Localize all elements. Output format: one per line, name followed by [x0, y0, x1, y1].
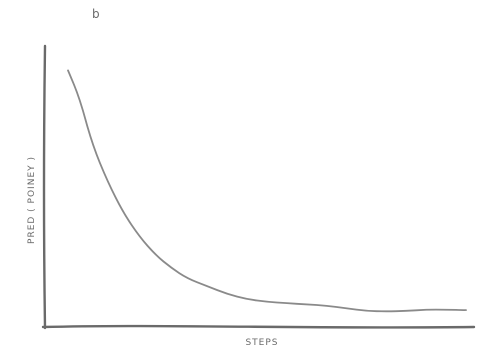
- series-line-0: [67, 69, 467, 313]
- y-axis-label: PRED ( POINEY ): [27, 156, 37, 244]
- x-axis-label: STEPS: [245, 338, 278, 348]
- x-axis-line: [41, 324, 476, 329]
- panel-label: b: [92, 7, 101, 21]
- y-axis-line: [42, 44, 47, 330]
- series-layer: [67, 69, 467, 313]
